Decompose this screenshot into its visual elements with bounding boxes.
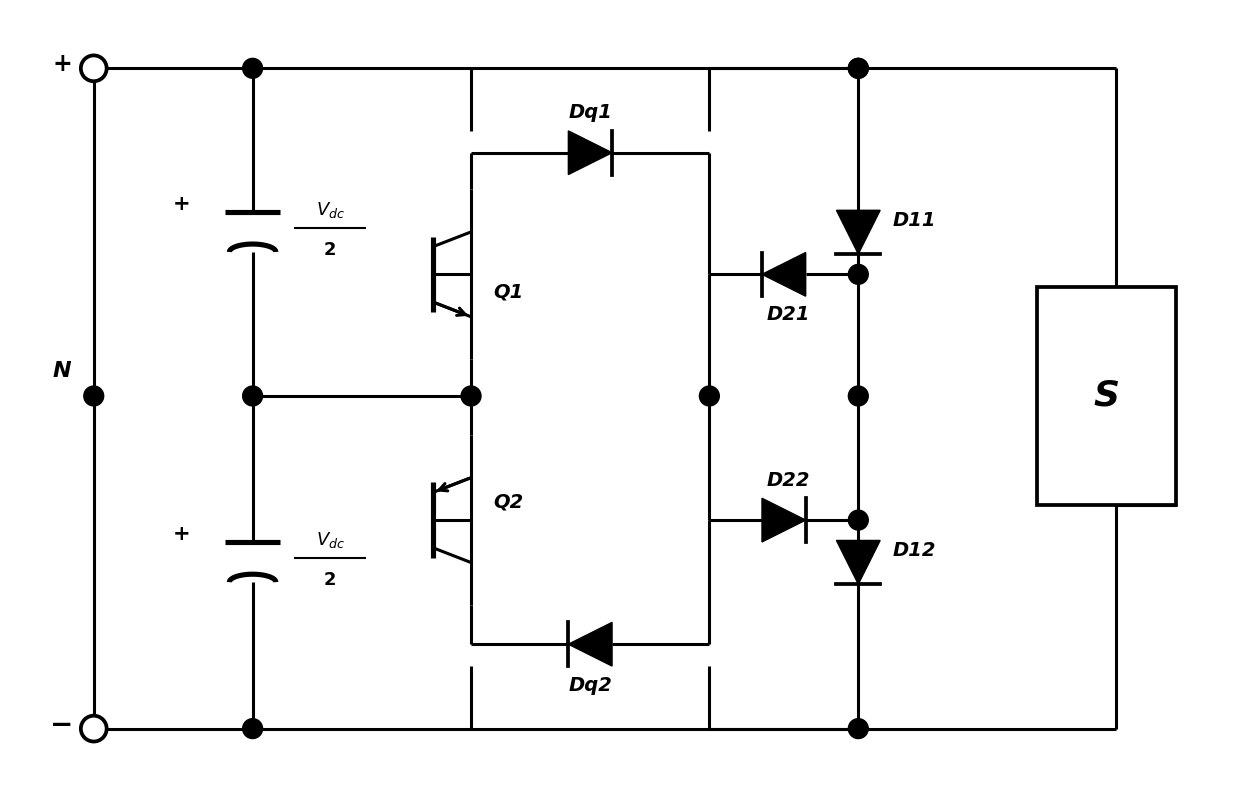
Text: D12: D12 <box>893 541 936 560</box>
Text: $V_{dc}$: $V_{dc}$ <box>315 531 345 550</box>
Circle shape <box>84 386 104 406</box>
Circle shape <box>848 386 868 406</box>
Polygon shape <box>837 541 880 584</box>
Circle shape <box>82 717 105 740</box>
Bar <box>1037 287 1176 505</box>
Text: −: − <box>51 711 73 739</box>
Circle shape <box>243 718 263 739</box>
Text: D11: D11 <box>893 211 936 230</box>
Text: D22: D22 <box>768 471 811 490</box>
Circle shape <box>848 510 868 530</box>
Circle shape <box>848 718 868 739</box>
Circle shape <box>243 58 263 79</box>
Circle shape <box>848 58 868 79</box>
Circle shape <box>848 58 868 79</box>
Circle shape <box>699 386 719 406</box>
Text: Dq2: Dq2 <box>568 677 613 696</box>
Text: +: + <box>172 194 190 215</box>
Text: D21: D21 <box>768 304 811 324</box>
Polygon shape <box>568 130 613 174</box>
Text: Dq1: Dq1 <box>568 104 613 123</box>
Circle shape <box>243 386 263 406</box>
Polygon shape <box>763 252 806 296</box>
Polygon shape <box>568 623 613 666</box>
Text: Q1: Q1 <box>494 283 523 302</box>
Text: 2: 2 <box>324 241 336 259</box>
Polygon shape <box>837 211 880 254</box>
Circle shape <box>82 57 105 79</box>
Text: S: S <box>1094 379 1120 413</box>
Text: +: + <box>52 53 72 76</box>
Polygon shape <box>763 498 806 542</box>
Circle shape <box>461 386 481 406</box>
Text: N: N <box>52 361 71 381</box>
Text: $V_{dc}$: $V_{dc}$ <box>315 200 345 220</box>
Circle shape <box>848 264 868 285</box>
Text: 2: 2 <box>324 571 336 590</box>
Text: Q2: Q2 <box>494 493 523 512</box>
Text: +: + <box>172 524 190 545</box>
